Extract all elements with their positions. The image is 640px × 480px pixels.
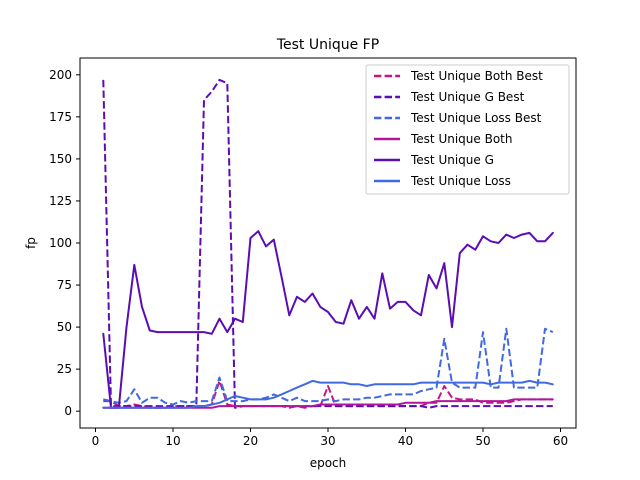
- x-tick-label-0: 0: [92, 434, 100, 448]
- y-tick-label-8: 200: [49, 68, 72, 82]
- y-tick-label-3: 75: [57, 278, 72, 292]
- x-tick-label-6: 60: [553, 434, 568, 448]
- legend-label-2: Test Unique Loss Best: [410, 111, 542, 125]
- y-tick-label-2: 50: [57, 320, 72, 334]
- x-tick-label-2: 20: [243, 434, 258, 448]
- x-tick-label-5: 50: [475, 434, 490, 448]
- y-tick-label-7: 175: [49, 110, 72, 124]
- legend-label-1: Test Unique G Best: [410, 90, 525, 104]
- series-line-4: [102, 230, 554, 409]
- x-axis-label: epoch: [310, 456, 347, 470]
- y-tick-label-6: 150: [49, 152, 72, 166]
- y-tick-label-0: 0: [64, 404, 72, 418]
- legend: Test Unique Both Best Test Unique G Best T…: [365, 64, 570, 195]
- x-tick-label-4: 40: [398, 434, 413, 448]
- x-axis: 0 10 20 30 40 50 60: [92, 428, 568, 448]
- x-tick-label-3: 30: [320, 434, 335, 448]
- y-tick-label-5: 125: [49, 194, 72, 208]
- y-tick-label-1: 25: [57, 362, 72, 376]
- y-tick-label-4: 100: [49, 236, 72, 250]
- legend-label-4: Test Unique G: [410, 153, 494, 167]
- series-layer: [102, 78, 554, 409]
- legend-label-3: Test Unique Both: [410, 132, 512, 146]
- y-axis-label: fp: [24, 237, 38, 249]
- legend-box: [365, 64, 570, 195]
- y-axis: 0 25 50 75 100 125 150 175 200: [49, 68, 80, 418]
- series-line-2: [103, 327, 554, 406]
- x-tick-label-1: 10: [165, 434, 180, 448]
- series-line-1: [102, 78, 553, 409]
- chart-title: Test Unique FP: [276, 37, 379, 53]
- legend-label-5: Test Unique Loss: [410, 174, 511, 188]
- legend-label-0: Test Unique Both Best: [410, 69, 543, 83]
- series-line-5: [102, 379, 554, 409]
